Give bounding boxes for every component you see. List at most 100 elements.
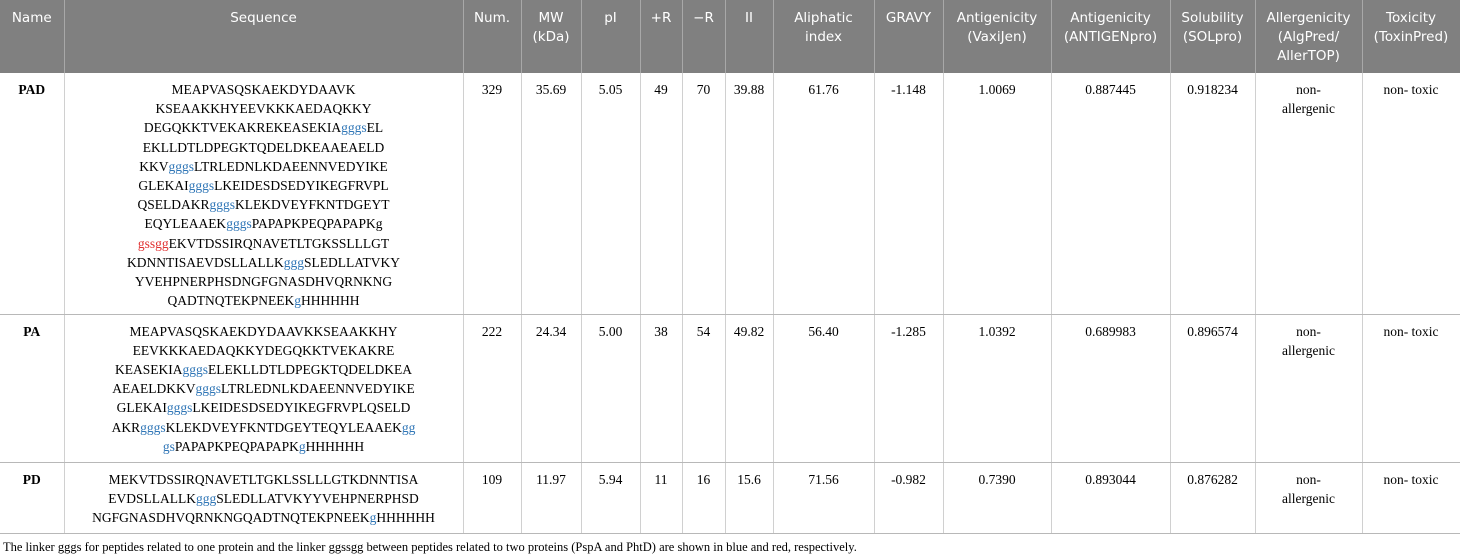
row-name: PD — [0, 462, 65, 534]
sequence-line: MEAPVASQSKAEKDYDAAVKKSEAAKKHY — [69, 322, 459, 341]
value-cell: non- toxic — [1362, 73, 1460, 315]
value-cell: 70 — [682, 73, 726, 315]
sequence-line: EKLLDTLDPEGKTQDELDKEAAEAELD — [69, 138, 459, 157]
value-line: allergenic — [1282, 342, 1335, 358]
value-cell: 35.69 — [521, 73, 582, 315]
residues: GLEKAI — [138, 178, 189, 194]
value-line: non- — [1296, 323, 1321, 339]
value-cell: 0.887445 — [1051, 73, 1171, 315]
header-cell: Toxicity (ToxinPred) — [1362, 0, 1460, 73]
linker: gggs — [166, 400, 193, 416]
residues: KKV — [139, 158, 169, 174]
header-cell: II — [725, 0, 774, 73]
value-cell: non-allergenic — [1255, 462, 1363, 534]
header-cell: MW (kDa) — [521, 0, 582, 73]
residues: SLEDLLATVKY — [303, 254, 400, 270]
value-cell: 0.876282 — [1170, 462, 1256, 534]
linker: gggs — [195, 381, 222, 397]
residues: HHHHHH — [376, 509, 435, 525]
value-cell: 222 — [463, 314, 522, 463]
residues: KLEKDVEYFKNTDGEYT — [235, 197, 390, 213]
sequence-line: MEAPVASQSKAEKDYDAAVK — [69, 80, 459, 99]
value-cell: 54 — [682, 314, 726, 463]
header-line: (kDa) — [532, 29, 570, 45]
sequence-cell: MEAPVASQSKAEKDYDAAVK KSEAAKKHYEEVKKKAEDAQ… — [64, 73, 464, 315]
sequence-line: NGFGNASDHVQRNKNGQADTNQTEKPNEEKgHHHHHH — [69, 508, 459, 527]
value-line: non- toxic — [1383, 471, 1439, 487]
value-cell: 5.94 — [581, 462, 641, 534]
sequence-line: EVDSLLALLKgggSLEDLLATVKYYVEHPNERPHSD — [69, 489, 459, 508]
sequence-line: YVEHPNERPHSDNGFGNASDHVQRNKNG — [69, 272, 459, 291]
header-cell: Sequence — [64, 0, 464, 73]
residues: LKEIDESDSEDYIKEGFRVPLQSELD — [192, 400, 411, 416]
residues: EQYLEAAEK — [144, 216, 227, 232]
linker: gssgg — [137, 235, 169, 251]
table-row: PA MEAPVASQSKAEKDYDAAVKKSEAAKKHY EEVKKKAED… — [0, 314, 1460, 463]
value-line: allergenic — [1282, 490, 1335, 506]
residues: AEAELDKKV — [112, 381, 196, 397]
value-cell: 11.97 — [521, 462, 582, 534]
header-line: Solubility — [1181, 10, 1244, 26]
header-line: +R — [650, 10, 672, 26]
linker: gggs — [226, 216, 252, 232]
header-line: Antigenicity — [1070, 10, 1151, 26]
header-line: Name — [11, 10, 52, 26]
linker: gggs — [188, 178, 215, 194]
header-line: pI — [604, 10, 617, 26]
residues: MEAPVASQSKAEKDYDAAVKKSEAAKKHY — [129, 323, 398, 339]
residues: EVDSLLALLK — [108, 490, 196, 506]
header-line: MW — [538, 10, 564, 26]
sequence-line: EEVKKKAEDAQKKYDEGQKKTVEKAKRE — [69, 341, 459, 360]
value-cell: -1.285 — [874, 314, 944, 463]
residues: MEKVTDSSIRQNAVETLTGKLSSLLLGTKDNNTISA — [108, 471, 419, 487]
value-cell: 1.0392 — [943, 314, 1052, 463]
sequence-line: QADTNQTEKPNEEKgHHHHHH — [69, 291, 459, 310]
sequence-line: EQYLEAAEKgggsPAPAPKPEQPAPAPKg — [69, 214, 459, 233]
value-cell: 49 — [640, 73, 683, 315]
header-cell: Solubility (SOLpro) — [1170, 0, 1256, 73]
header-line: (AlgPred/ — [1277, 29, 1340, 45]
linker: gg — [401, 419, 416, 435]
linker: g — [298, 438, 306, 454]
value-cell: non- toxic — [1362, 314, 1460, 463]
sequence-line: MEKVTDSSIRQNAVETLTGKLSSLLLGTKDNNTISA — [69, 470, 459, 489]
value-cell: 1.0069 — [943, 73, 1052, 315]
residues: LTRLEDNLKDAEENNVEDYIKE — [221, 381, 415, 397]
residues: PAPAPKPEQPAPAPKg — [251, 216, 383, 232]
value-cell: 24.34 — [521, 314, 582, 463]
table-row: PAD MEAPVASQSKAEKDYDAAVK KSEAAKKHYEEVKKKAE… — [0, 73, 1460, 315]
value-cell: non-allergenic — [1255, 73, 1363, 315]
residues: KDNNTISAEVDSLLALLK — [127, 254, 284, 270]
header-cell: Aliphatic index — [773, 0, 875, 73]
value-cell: 329 — [463, 73, 522, 315]
sequence-line: gssggEKVTDSSIRQNAVETLTGKSSLLLGT — [69, 234, 459, 253]
residues: EKVTDSSIRQNAVETLTGKSSLLLGT — [168, 235, 390, 251]
value-cell: 5.00 — [581, 314, 641, 463]
linker: gggs — [341, 120, 367, 136]
header-cell: pI — [581, 0, 641, 73]
header-row: Name Sequence Num. MW (kDa) pI +R −R II Aliphatic… — [0, 0, 1460, 73]
header-cell: Antigenicity (ANTIGENpro) — [1051, 0, 1171, 73]
residues: AKR — [111, 419, 141, 435]
value-cell: non-allergenic — [1255, 314, 1363, 463]
residues: MEAPVASQSKAEKDYDAAVK — [171, 82, 356, 97]
linker: gggs — [182, 361, 209, 377]
linker: gggs — [140, 419, 166, 435]
linker: ggg — [283, 254, 304, 270]
value-line: allergenic — [1282, 101, 1335, 117]
header-cell: Allergenicity (AlgPred/AllerTOP) — [1255, 0, 1363, 73]
linker: ggg — [195, 490, 217, 506]
residues: EKLLDTLDPEGKTQDELDKEAAEAELD — [142, 139, 385, 155]
row-name: PA — [0, 314, 65, 463]
residues: KEASEKIA — [115, 361, 183, 377]
linker: g — [294, 293, 301, 309]
value-cell: -1.148 — [874, 73, 944, 315]
residues: HHHHHH — [305, 438, 365, 454]
residues: HHHHHH — [300, 293, 360, 309]
value-cell: 71.56 — [773, 462, 875, 534]
residues: QADTNQTEKPNEEK — [167, 293, 295, 309]
value-cell: 11 — [640, 462, 683, 534]
value-cell: 16 — [682, 462, 726, 534]
value-cell: non- toxic — [1362, 462, 1460, 534]
value-cell: 38 — [640, 314, 683, 463]
